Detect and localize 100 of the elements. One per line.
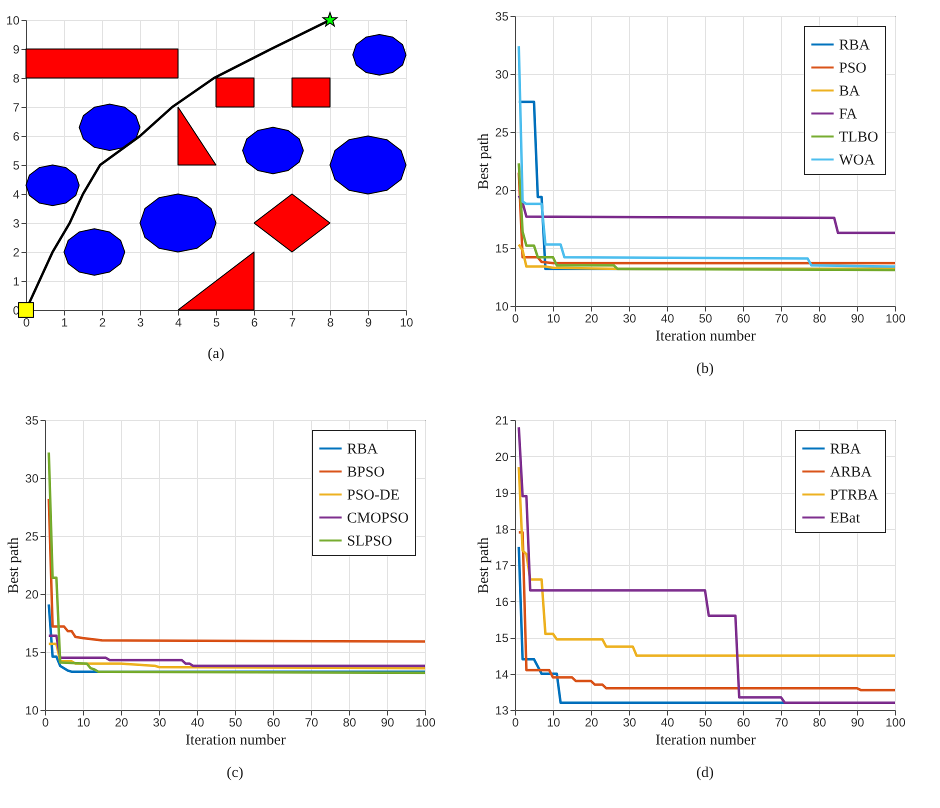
legend-label: FA — [839, 106, 858, 122]
x-tick-label: 70 — [774, 312, 788, 326]
y-tick-label: 20 — [495, 184, 509, 198]
y-tick-label: 15 — [495, 631, 509, 645]
x-tick-label: 30 — [622, 312, 636, 326]
legend-label: SLPSO — [347, 534, 392, 550]
x-tick-label: 3 — [137, 316, 144, 330]
y-tick-label: 10 — [6, 14, 20, 28]
y-axis-title: Best path — [6, 536, 22, 594]
legend-label: RBA — [839, 38, 870, 54]
y-tick-label: 30 — [25, 472, 39, 486]
legend-label: CMOPSO — [347, 510, 409, 526]
line-series — [518, 194, 896, 234]
x-tick-label: 70 — [304, 716, 318, 730]
x-tick-label: 50 — [228, 716, 242, 730]
y-tick-label: 15 — [25, 646, 39, 660]
line-series — [518, 531, 896, 692]
x-tick-label: 80 — [812, 312, 826, 326]
y-tick-label: 10 — [495, 300, 509, 314]
y-tick-label: 4 — [12, 188, 20, 202]
x-tick-label: 20 — [584, 312, 598, 326]
y-tick-label: 17 — [495, 558, 509, 572]
x-tick-label: 100 — [885, 716, 906, 730]
x-tick-label: 8 — [327, 316, 334, 330]
x-tick-label: 40 — [660, 716, 674, 730]
text: (c) — [226, 765, 244, 781]
x-tick-label: 2 — [99, 316, 106, 330]
y-tick-label: 19 — [495, 486, 509, 500]
line-series — [518, 426, 896, 704]
line-series — [518, 466, 896, 657]
y-tick-label: 18 — [495, 522, 509, 536]
x-tick-label: 0 — [512, 716, 520, 730]
legend-label: RBA — [347, 442, 378, 458]
x-tick-label: 90 — [380, 716, 394, 730]
text: (b) — [696, 361, 714, 377]
x-tick-label: 0 — [42, 716, 50, 730]
x-tick-label: 30 — [152, 716, 166, 730]
legend-label: ARBA — [830, 464, 872, 480]
y-tick-label: 1 — [12, 274, 20, 288]
x-tick-label: 10 — [546, 716, 560, 730]
y-tick-label: 13 — [495, 704, 509, 718]
y-tick-label: 6 — [12, 130, 20, 144]
x-tick-label: 9 — [365, 316, 372, 330]
y-tick-label: 9 — [12, 42, 20, 56]
x-tick-label: 100 — [415, 716, 436, 730]
x-tick-label: 7 — [289, 316, 296, 330]
legend-label: EBat — [830, 510, 861, 526]
x-tick-label: 10 — [546, 312, 560, 326]
y-tick-label: 15 — [495, 242, 509, 256]
x-tick-label: 5 — [213, 316, 220, 330]
x-tick-label: 4 — [175, 316, 182, 330]
y-tick-label: 25 — [495, 126, 509, 140]
x-axis-title: Iteration number — [655, 328, 756, 344]
x-tick-label: 100 — [885, 312, 906, 326]
x-tick-label: 80 — [342, 716, 356, 730]
y-tick-label: 2 — [12, 246, 20, 260]
x-tick-label: 60 — [736, 312, 750, 326]
y-tick-label: 20 — [25, 588, 39, 602]
x-tick-label: 90 — [850, 716, 864, 730]
x-axis-title: Iteration number — [185, 732, 286, 748]
legend-label: TLBO — [839, 130, 878, 146]
legend-label: PSO-DE — [347, 488, 400, 504]
line-series — [48, 634, 426, 668]
y-axis-title: Best path — [476, 536, 492, 594]
x-tick-label: 40 — [190, 716, 204, 730]
x-tick-label: 0 — [512, 312, 520, 326]
x-tick-label: 20 — [114, 716, 128, 730]
y-tick-label: 35 — [495, 10, 509, 24]
y-tick-label: 3 — [12, 216, 20, 230]
x-tick-label: 6 — [251, 316, 258, 330]
y-tick-label: 7 — [12, 100, 20, 114]
x-axis-title: Iteration number — [655, 732, 756, 748]
y-tick-label: 8 — [12, 72, 20, 86]
legend-label: BPSO — [347, 464, 385, 480]
line-series — [48, 642, 426, 670]
legend-label: BA — [839, 84, 860, 100]
x-tick-label: 10 — [400, 316, 414, 330]
x-tick-label: 60 — [266, 716, 280, 730]
x-tick-label: 50 — [698, 312, 712, 326]
legend-label: PTRBA — [830, 488, 879, 504]
text: (a) — [208, 346, 224, 362]
x-tick-label: 30 — [622, 716, 636, 730]
x-tick-label: 10 — [76, 716, 90, 730]
x-tick-label: 70 — [774, 716, 788, 730]
y-tick-label: 35 — [25, 414, 39, 428]
y-tick-label: 5 — [12, 158, 20, 172]
x-tick-label: 90 — [850, 312, 864, 326]
y-tick-label: 10 — [25, 704, 39, 718]
y-tick-label: 20 — [495, 450, 509, 464]
legend-label: PSO — [839, 60, 867, 76]
x-tick-label: 20 — [584, 716, 598, 730]
legend-label: WOA — [839, 152, 875, 168]
x-tick-label: 50 — [698, 716, 712, 730]
text: (d) — [696, 765, 714, 781]
x-tick-label: 1 — [61, 316, 68, 330]
x-tick-label: 60 — [736, 716, 750, 730]
y-tick-label: 25 — [25, 530, 39, 544]
y-tick-label: 30 — [495, 68, 509, 82]
y-tick-label: 14 — [495, 667, 509, 682]
x-tick-label: 40 — [660, 312, 674, 326]
